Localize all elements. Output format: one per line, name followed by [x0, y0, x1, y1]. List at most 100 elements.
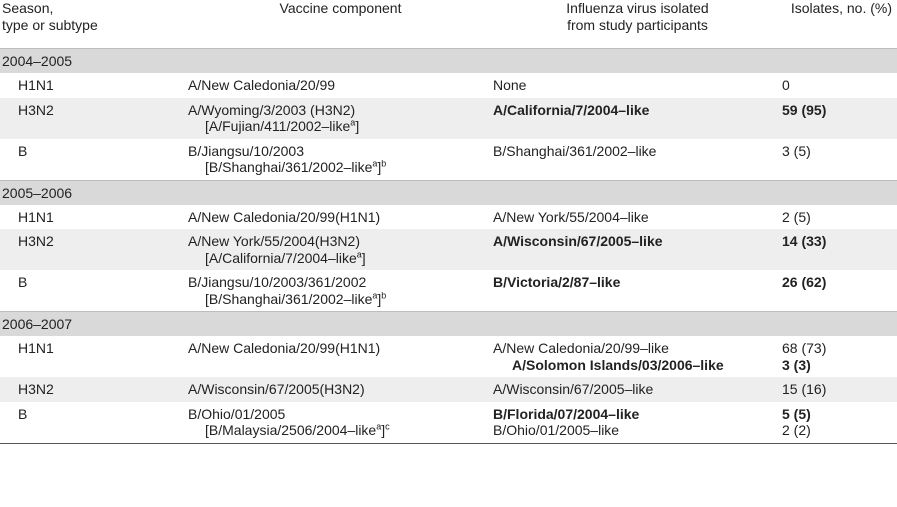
isolated-virus: A/New York/55/2004–like	[493, 208, 649, 225]
isolated-virus-cell: A/California/7/2004–like	[493, 97, 782, 139]
isolates-count-cell: 14 (33)	[782, 229, 897, 270]
subtype-cell: H3N2	[0, 229, 188, 270]
vaccine-like-strain: [B/Shanghai/361/2002–likea]b	[188, 289, 493, 308]
season-row: 2006–2007	[0, 311, 897, 336]
vaccine-like-tail: ]b	[377, 289, 387, 307]
isolated-virus-cell: A/Wisconsin/67/2005–like	[493, 377, 782, 402]
isolated-virus-cell: A/Wisconsin/67/2005–like	[493, 229, 782, 270]
isolates-count: 2 (5)	[782, 208, 811, 225]
subtype-cell: H3N2	[0, 377, 188, 402]
isolates-count-cell: 0	[782, 73, 897, 98]
isolated-virus: B/Shanghai/361/2002–like	[493, 142, 657, 159]
isolates-count-cell: 3 (5)	[782, 139, 897, 181]
isolates-count-cell: 5 (5) 2 (2)	[782, 401, 897, 444]
isolated-virus: A/Wisconsin/67/2005–like	[493, 381, 654, 397]
isolates-count: 15 (16)	[782, 381, 827, 397]
season-row: 2005–2006	[0, 179, 897, 205]
table-row: H3N2 A/Wisconsin/67/2005(H3N2) A/Wisconsin…	[0, 377, 897, 402]
vaccine-strain: A/New York/55/2004(H3N2)	[188, 233, 360, 249]
season-label: 2004–2005	[0, 48, 897, 73]
isolates-count: 68 (73)	[782, 340, 827, 356]
isolated-virus-cell: None	[493, 73, 782, 98]
isolated-virus: B/Victoria/2/87–like	[493, 274, 621, 290]
vaccine-cell: A/New Caledonia/20/99(H1N1)	[188, 336, 493, 377]
vaccine-strain: A/New Caledonia/20/99(H1N1)	[188, 340, 381, 356]
subtype-cell: H1N1	[18, 77, 54, 93]
vaccine-like-tail: ]	[355, 118, 360, 134]
season-row: 2004–2005	[0, 48, 897, 73]
vaccine-strain: A/Wisconsin/67/2005(H3N2)	[188, 381, 365, 397]
subtype-cell: B	[0, 401, 188, 444]
vaccine-cell: A/Wyoming/3/2003 (H3N2) [A/Fujian/411/200…	[188, 97, 493, 139]
footnote-mark: a	[376, 421, 382, 432]
vaccine-like-text: [B/Shanghai/361/2002–like	[205, 290, 373, 307]
vaccine-cell: A/Wisconsin/67/2005(H3N2)	[188, 377, 493, 402]
table-row: H1N1 A/New Caledonia/20/99 None 0	[0, 73, 897, 98]
subtype-cell: B	[18, 142, 28, 159]
isolated-virus: A/Solomon Islands/03/2006–like	[512, 356, 724, 373]
table-body: 2004–2005 H1N1 A/New Caledonia/20/99 None 0 H…	[0, 48, 897, 444]
isolates-count-cell: 15 (16)	[782, 377, 897, 402]
isolates-count: 3 (5)	[782, 142, 811, 159]
isolates-count: 5 (5)	[782, 405, 811, 422]
footnote-mark: a	[372, 158, 378, 169]
vaccine-like-text: [B/Shanghai/361/2002–like	[205, 159, 373, 175]
vaccine-like-tail: ]b	[377, 158, 387, 175]
season-label: 2006–2007	[0, 311, 897, 336]
subtype-cell: B	[18, 274, 28, 290]
footnote-mark: b	[381, 158, 387, 169]
isolates-count: 59 (95)	[782, 101, 827, 118]
isolated-virus: A/Wisconsin/67/2005–like	[493, 233, 663, 249]
isolated-virus: None	[493, 77, 527, 93]
footnote-mark: a	[372, 289, 378, 300]
isolates-count: 3 (3)	[782, 356, 811, 373]
subtype-cell: H1N1	[18, 208, 54, 225]
isolates-count: 26 (62)	[782, 274, 827, 290]
header-vaccine: Vaccine component	[279, 0, 402, 16]
isolated-virus-cell: B/Florida/07/2004–like B/Ohio/01/2005–lik…	[493, 401, 782, 444]
header-season: Season, type or subtype	[2, 0, 98, 33]
vaccine-cell: B/Jiangsu/10/2003/361/2002 [B/Shanghai/36…	[188, 270, 493, 312]
isolated-virus-cell: B/Victoria/2/87–like	[493, 270, 782, 312]
vaccine-cell: A/New Caledonia/20/99(H1N1)	[188, 205, 493, 230]
vaccine-like-text: [A/Fujian/411/2002–like	[205, 118, 351, 134]
table-row: B B/Jiangsu/10/2003 [B/Shanghai/361/2002–l…	[0, 139, 897, 181]
vaccine-strain: A/New Caledonia/20/99	[188, 77, 336, 93]
vaccine-like-tail: ]c	[381, 421, 390, 438]
table-row: B B/Ohio/01/2005 [B/Malaysia/2506/2004–lik…	[0, 401, 897, 444]
vaccine-cell: A/New York/55/2004(H3N2) [A/California/7/…	[188, 229, 493, 270]
subtype-cell: H3N2	[0, 97, 188, 139]
footnote-mark: a	[356, 248, 362, 259]
table-header-row: Season, type or subtype Vaccine componen…	[0, 0, 897, 49]
isolates-count-cell: 26 (62)	[782, 270, 897, 312]
footnote-mark: a	[350, 117, 356, 128]
isolated-virus-cell: A/New York/55/2004–like	[493, 205, 782, 230]
vaccine-like-text: [A/California/7/2004–like	[205, 249, 357, 266]
vaccine-strain: B/Ohio/01/2005	[188, 405, 286, 422]
season-label: 2005–2006	[0, 179, 897, 205]
header-isolates: Isolates, no. (%)	[790, 0, 892, 16]
vaccine-like-strain: [B/Shanghai/361/2002–likea]b	[188, 159, 493, 176]
vaccine-cell: B/Jiangsu/10/2003 [B/Shanghai/361/2002–li…	[188, 139, 493, 181]
vaccine-like-tail: ]	[361, 249, 366, 266]
vaccine-cell: A/New Caledonia/20/99	[188, 73, 493, 98]
table-row: H3N2 A/Wyoming/3/2003 (H3N2) [A/Fujian/411…	[0, 97, 897, 139]
table-row: H1N1 A/New Caledonia/20/99(H1N1) A/New Cal…	[0, 336, 897, 377]
vaccine-strain: B/Jiangsu/10/2003/361/2002	[188, 274, 367, 290]
isolated-virus: B/Florida/07/2004–like	[493, 405, 640, 422]
vaccine-strain: A/Wyoming/3/2003 (H3N2)	[188, 101, 356, 118]
table-row: B B/Jiangsu/10/2003/361/2002 [B/Shanghai/3…	[0, 270, 897, 312]
isolates-count-cell: 59 (95)	[782, 97, 897, 139]
table-row: H3N2 A/New York/55/2004(H3N2) [A/Californi…	[0, 229, 897, 270]
isolates-count: 0	[782, 77, 790, 93]
isolates-count-cell: 2 (5)	[782, 205, 897, 230]
subtype-cell: H1N1	[18, 340, 54, 356]
header-isolated: Influenza virus isolated from study part…	[566, 0, 709, 33]
isolated-virus: B/Ohio/01/2005–like	[493, 422, 620, 438]
vaccine-like-strain: [A/Fujian/411/2002–likea]	[188, 118, 493, 135]
footnote-mark: b	[381, 289, 387, 300]
vaccine-strain: B/Jiangsu/10/2003	[188, 142, 304, 159]
isolated-virus: A/New Caledonia/20/99–like	[493, 340, 669, 356]
isolates-count: 14 (33)	[782, 233, 827, 249]
